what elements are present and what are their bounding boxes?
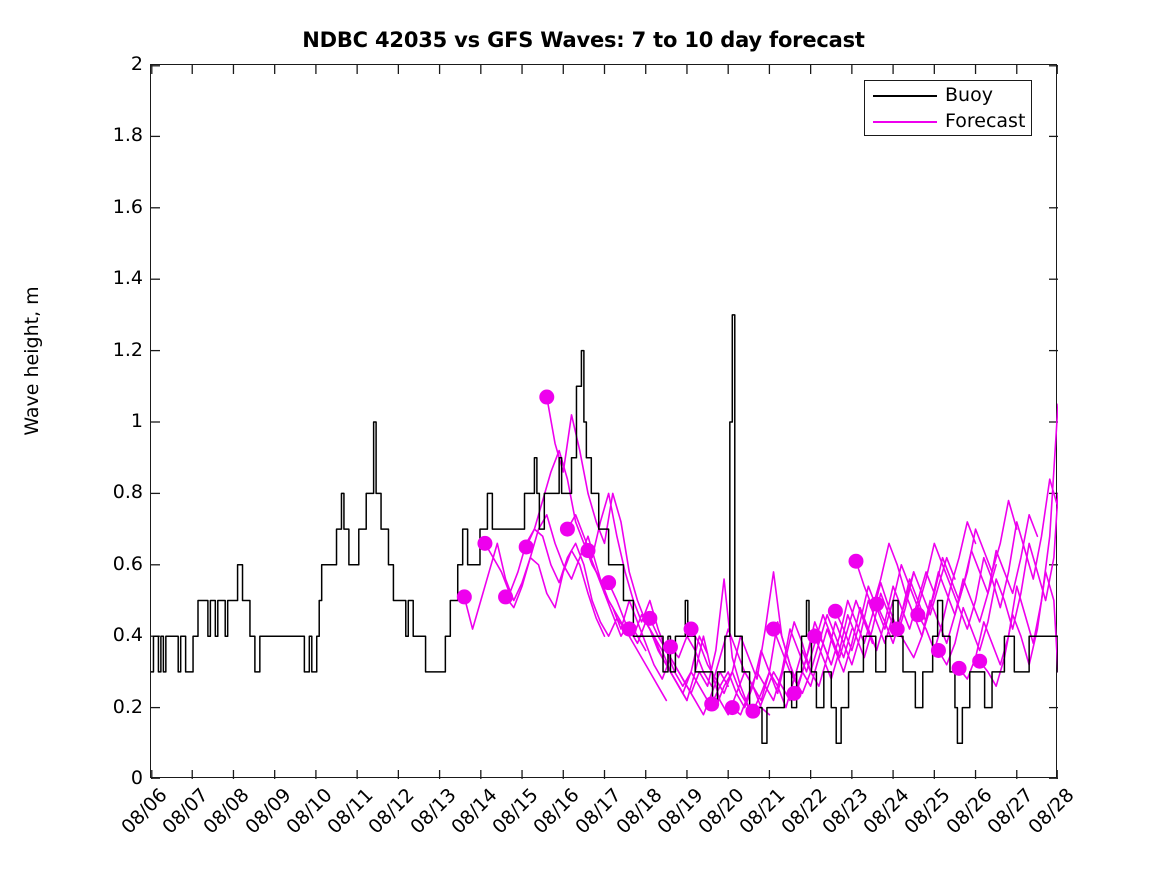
y-tick-label: 0.4 xyxy=(112,624,143,647)
forecast-line xyxy=(896,514,1039,659)
axis-ticks xyxy=(151,65,1058,779)
y-tick-label: 0.2 xyxy=(112,695,143,718)
forecast-line xyxy=(793,571,936,695)
forecast-start-marker xyxy=(477,535,493,551)
legend-item-buoy: Buoy xyxy=(865,83,1033,109)
y-tick-label: 1.8 xyxy=(112,124,143,147)
forecast-start-marker xyxy=(498,589,514,605)
y-tick-label: 1 xyxy=(130,410,143,432)
forecast-start-marker xyxy=(910,607,926,623)
legend: Buoy Forecast xyxy=(864,80,1032,136)
forecast-series-group xyxy=(463,396,1058,716)
forecast-start-marker xyxy=(848,553,864,569)
forecast-line xyxy=(463,542,606,637)
y-tick-label: 1.4 xyxy=(112,267,143,290)
forecast-start-marker xyxy=(601,575,617,591)
forecast-start-marker xyxy=(621,621,637,637)
y-tick-label: 0 xyxy=(130,767,143,789)
plot-canvas xyxy=(151,65,1058,779)
forecast-line xyxy=(525,449,668,702)
forecast-start-marker xyxy=(786,685,802,701)
buoy-series-group xyxy=(151,314,1058,745)
forecast-start-marker xyxy=(456,589,472,605)
forecast-line xyxy=(484,528,626,637)
x-axis-tick-labels: 08/06 08/07 08/08 08/09 08/10 08/11 08/12 08/13… xyxy=(117,778,1078,868)
legend-swatch-forecast xyxy=(873,121,937,123)
y-tick-label: 0.8 xyxy=(112,481,143,504)
forecast-start-marker xyxy=(972,653,988,669)
forecast-line xyxy=(710,613,853,709)
forecast-start-marker xyxy=(827,603,843,619)
forecast-start-markers-group xyxy=(456,389,988,719)
forecast-start-marker xyxy=(724,700,740,716)
forecast-start-marker xyxy=(869,596,885,612)
page-title: NDBC 42035 vs GFS Waves: 7 to 10 day for… xyxy=(302,28,865,52)
forecast-start-marker xyxy=(683,621,699,637)
forecast-start-marker xyxy=(662,639,678,655)
legend-item-forecast: Forecast xyxy=(865,109,1033,135)
forecast-start-marker xyxy=(951,660,967,676)
y-tick-label: 1.2 xyxy=(112,338,143,361)
forecast-line xyxy=(545,396,688,702)
y-axis-tick-labels: 0 0.2 0.4 0.6 0.8 1 1.2 1.4 1.6 1.8 2 xyxy=(75,53,143,789)
y-tick-label: 0.6 xyxy=(112,552,143,575)
forecast-line xyxy=(813,556,956,680)
y-axis-label: Wave height, m xyxy=(21,286,43,436)
y-tick-label: 1.6 xyxy=(112,195,143,218)
forecast-start-marker xyxy=(580,543,596,559)
forecast-start-marker xyxy=(745,703,761,719)
forecast-line xyxy=(917,478,1058,652)
buoy-line xyxy=(151,314,1058,745)
forecast-start-marker xyxy=(704,696,720,712)
legend-label-buoy: Buoy xyxy=(945,84,993,106)
legend-swatch-buoy xyxy=(873,95,937,97)
forecast-line xyxy=(834,521,977,652)
forecast-line xyxy=(566,492,709,687)
forecast-line xyxy=(504,514,647,652)
forecast-start-marker xyxy=(766,621,782,637)
forecast-line xyxy=(937,492,1058,666)
forecast-line xyxy=(978,571,1058,687)
forecast-start-marker xyxy=(518,539,534,555)
forecast-start-marker xyxy=(807,628,823,644)
forecast-start-marker xyxy=(889,621,905,637)
forecast-line xyxy=(731,599,874,716)
forecast-line xyxy=(587,549,729,716)
forecast-start-marker xyxy=(930,642,946,658)
plot-area xyxy=(150,64,1058,779)
legend-label-forecast: Forecast xyxy=(945,110,1026,132)
y-tick-label: 2 xyxy=(130,53,143,75)
forecast-start-marker xyxy=(642,610,658,626)
forecast-start-marker xyxy=(539,389,555,405)
forecast-start-marker xyxy=(559,521,575,537)
